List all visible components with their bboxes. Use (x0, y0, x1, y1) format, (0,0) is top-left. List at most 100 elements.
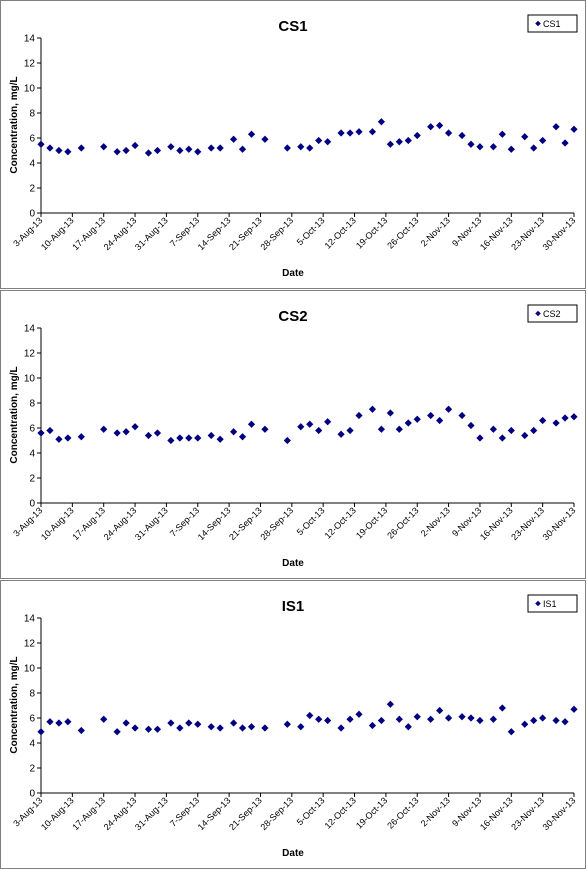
data-point (64, 434, 72, 442)
y-tick-label: 2 (29, 764, 35, 775)
legend-marker (535, 310, 541, 317)
data-point (194, 434, 202, 442)
data-point (404, 136, 412, 145)
data-point (229, 719, 238, 727)
x-tick-label: 24-Aug-13 (102, 215, 139, 252)
data-point (521, 133, 529, 141)
data-point (355, 411, 363, 420)
y-tick-label: 10 (24, 84, 36, 95)
x-tick-label: 2-Nov-13 (419, 215, 452, 248)
data-point (386, 409, 394, 417)
y-tick-label: 8 (29, 689, 35, 700)
data-point (476, 434, 484, 442)
data-point (530, 144, 538, 152)
data-point (153, 429, 162, 437)
data-point (144, 725, 153, 733)
data-point (476, 716, 484, 725)
data-point (368, 721, 377, 730)
y-tick-label: 4 (29, 449, 35, 460)
data-point (561, 414, 569, 422)
data-point (306, 144, 314, 152)
legend-box (527, 14, 578, 33)
data-point (476, 143, 484, 151)
data-point (37, 728, 45, 736)
data-point (413, 131, 421, 140)
data-point (297, 423, 305, 431)
data-point (498, 130, 506, 138)
x-tick-label: 30-Nov-13 (541, 795, 578, 832)
x-tick-label: 10-Aug-13 (39, 795, 76, 832)
data-point (570, 125, 578, 133)
x-tick-label: 12-Oct-13 (323, 215, 358, 250)
data-point (552, 123, 560, 131)
data-point (458, 131, 466, 140)
data-point (530, 426, 538, 435)
data-point (283, 436, 291, 445)
data-point (167, 719, 175, 727)
data-point (346, 129, 354, 137)
y-tick-label: 0 (29, 209, 35, 220)
data-point (55, 435, 63, 443)
data-point (216, 144, 224, 152)
data-point (552, 419, 560, 427)
data-point (368, 405, 377, 413)
data-point (216, 435, 224, 443)
data-point (377, 716, 386, 725)
y-tick-label: 8 (29, 399, 35, 410)
data-point (489, 715, 497, 723)
data-point (507, 426, 515, 435)
x-tick-label: 19-Oct-13 (354, 795, 389, 830)
data-point (238, 724, 247, 732)
data-point (122, 146, 130, 155)
data-point (37, 140, 45, 148)
data-point (238, 433, 247, 441)
data-point (297, 143, 305, 151)
x-tick-label: 19-Oct-13 (354, 505, 389, 540)
y-tick-label: 4 (29, 739, 35, 750)
data-point (467, 421, 475, 430)
x-axis-label: Date (282, 558, 304, 569)
y-tick-label: 12 (24, 349, 36, 360)
data-point (521, 431, 529, 440)
data-point (377, 425, 386, 433)
x-tick-label: 14-Sep-13 (196, 215, 233, 252)
data-point (247, 420, 256, 428)
data-point (306, 711, 314, 720)
data-point (55, 719, 63, 727)
x-axis-label: Date (282, 268, 304, 279)
x-tick-label: 2-Nov-13 (419, 505, 452, 538)
data-point (521, 720, 529, 728)
data-point (185, 145, 193, 153)
chart-panel-is1: IS1 0 2 4 6 8 10 12 14 3-Aug-13 10-Aug-13 17-Aug-13… (0, 580, 586, 869)
x-tick-label: 21-Sep-13 (227, 795, 264, 832)
data-point (77, 433, 85, 441)
data-point (467, 140, 475, 148)
legend-marker (535, 600, 541, 607)
data-point (100, 715, 108, 723)
legend-label: CS1 (543, 19, 561, 29)
data-point (194, 720, 202, 728)
y-tick-label: 12 (24, 639, 36, 650)
x-tick-label: 10-Aug-13 (39, 215, 76, 252)
data-point (46, 144, 54, 152)
data-point (229, 135, 238, 143)
y-tick-label: 4 (29, 159, 35, 170)
data-point (444, 405, 453, 413)
chart-title: CS2 (278, 308, 307, 325)
y-tick-label: 12 (24, 59, 36, 70)
data-point (207, 723, 215, 731)
data-point (413, 415, 421, 423)
data-point (368, 128, 377, 136)
legend-marker (535, 20, 541, 27)
x-tick-label: 28-Sep-13 (258, 215, 295, 252)
x-tick-label: 31-Aug-13 (133, 215, 170, 252)
data-point (386, 140, 394, 148)
x-tick-label: 30-Nov-13 (541, 505, 578, 542)
data-point (77, 144, 85, 152)
data-point (315, 136, 323, 145)
data-point (498, 434, 506, 442)
data-point (176, 146, 184, 155)
legend-label: IS1 (543, 599, 557, 609)
data-point (324, 418, 332, 426)
